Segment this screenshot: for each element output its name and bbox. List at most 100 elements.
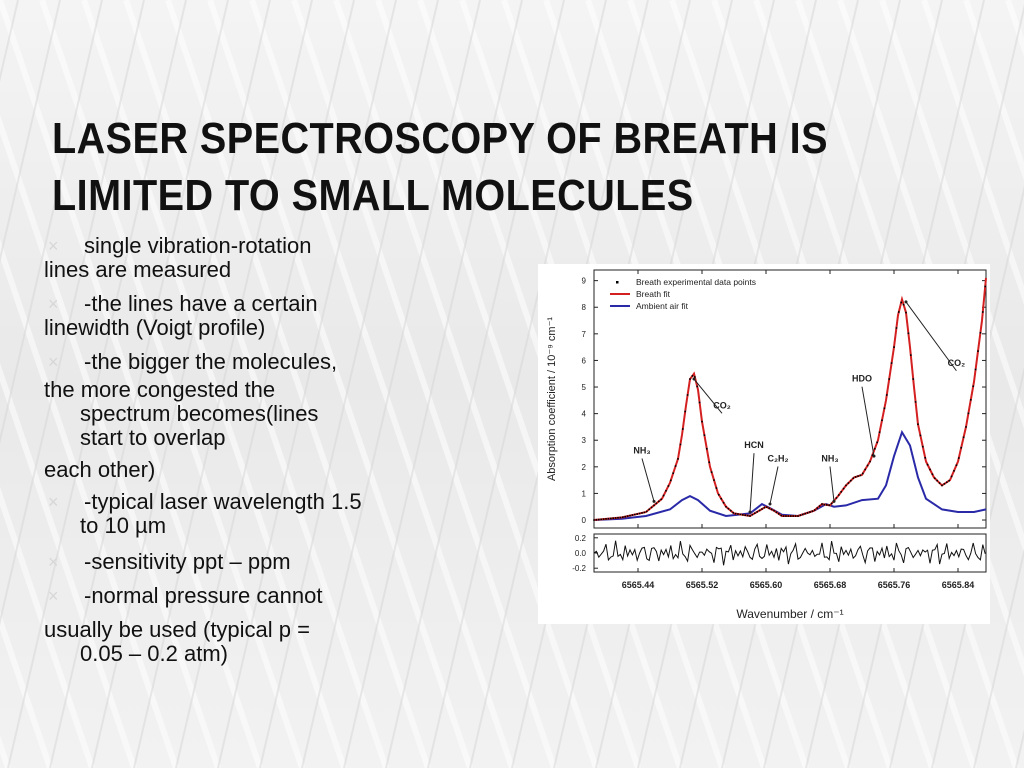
data-point [938, 482, 941, 484]
data-point [677, 458, 679, 460]
annotation-label: CO₂ [713, 400, 731, 410]
data-point [977, 350, 979, 352]
data-point [619, 516, 622, 519]
data-point [876, 441, 878, 444]
y-tick-label: 5 [582, 383, 587, 392]
data-point [826, 504, 828, 506]
background-streak [0, 610, 53, 768]
data-point [943, 483, 946, 485]
data-point [934, 477, 936, 480]
y-tick-label: 0 [582, 516, 587, 525]
data-point [694, 376, 696, 378]
bullet-text: -the lines have a certain [84, 291, 318, 316]
data-point [698, 401, 701, 404]
data-point [878, 431, 881, 434]
data-point [926, 463, 929, 466]
data-point [595, 518, 598, 521]
data-point [691, 375, 694, 377]
data-point [917, 423, 919, 426]
slide-title: LASER SPECTROSCOPY OF BREATH IS LIMITED … [52, 110, 862, 224]
data-point [720, 497, 722, 500]
bullet-item: × -sensitivity ppt – ppm [44, 550, 464, 574]
data-point [766, 506, 768, 508]
data-point [931, 473, 934, 476]
background-streak [207, 0, 473, 768]
data-point [672, 472, 674, 475]
background-streak [963, 0, 1024, 181]
data-point [871, 454, 874, 456]
background-streak [0, 0, 61, 264]
data-point [739, 513, 742, 516]
data-point [696, 385, 698, 388]
data-point [708, 461, 710, 464]
bullet-continuation: the more congested the [44, 377, 276, 402]
bullet-continuation: lines are measured [44, 257, 232, 282]
data-point [763, 506, 766, 509]
data-point [809, 511, 811, 513]
bullet-continuation: usually be used (typical p = [44, 617, 310, 642]
data-point [665, 489, 667, 492]
data-point [924, 456, 926, 459]
bullet-continuation: to 10 µm [80, 513, 167, 538]
y-tick-label: 4 [582, 410, 587, 419]
data-point [775, 511, 778, 514]
y-tick-label: 1 [582, 489, 587, 498]
background-streak [0, 0, 145, 626]
data-point [797, 515, 799, 517]
data-point [982, 311, 984, 313]
data-point [864, 468, 866, 471]
y-tick-label: 9 [582, 277, 587, 286]
data-point [643, 511, 646, 514]
bullet-x-icon: × [48, 552, 59, 572]
data-point [960, 446, 962, 449]
data-point [854, 476, 857, 478]
data-point [818, 505, 821, 507]
data-point [888, 378, 890, 380]
ambient-air-fit-line [593, 429, 987, 521]
data-point [862, 472, 864, 475]
data-point [821, 503, 823, 505]
data-point [638, 512, 641, 515]
background-streak [375, 0, 641, 768]
annotation-arrow-head [832, 499, 836, 503]
data-point [650, 506, 653, 509]
background-streak [39, 0, 305, 768]
bullet-text: -typical laser wavelength 1.5 [84, 489, 362, 514]
background-streak [921, 0, 1024, 305]
y-tick-label: 7 [582, 330, 587, 339]
data-point [804, 512, 806, 515]
data-point [778, 513, 780, 515]
data-point [770, 508, 773, 511]
data-point [737, 513, 739, 515]
legend-label-data-points: Breath experimental data points [636, 277, 756, 287]
annotation-label: HDO [852, 374, 872, 384]
data-point [912, 378, 914, 380]
data-point [898, 311, 900, 313]
data-point [706, 447, 708, 450]
data-point [936, 479, 938, 482]
data-point [686, 394, 689, 396]
background-streak [931, 366, 1024, 768]
data-point [679, 443, 682, 446]
data-point [622, 516, 624, 518]
breath-fit-line [593, 277, 987, 521]
data-point [725, 505, 727, 508]
data-point [658, 500, 660, 503]
annotation-arrow [769, 466, 779, 505]
data-point [962, 436, 965, 439]
annotation-arrow-head [692, 377, 696, 381]
bullet-continuation: 0.05 – 0.2 atm) [80, 641, 228, 666]
annotation-label: HCN [744, 440, 764, 450]
data-point [835, 497, 838, 499]
y-tick-label: 3 [582, 436, 587, 445]
background-streak [385, 0, 565, 768]
annotation-arrow [861, 386, 875, 457]
bullet-text: single vibration-rotation [84, 233, 312, 258]
data-point [893, 346, 895, 348]
data-point [722, 501, 725, 504]
data-point [600, 518, 602, 521]
data-point [790, 515, 792, 517]
data-point [838, 494, 840, 496]
y-tick-label: 6 [582, 356, 587, 365]
annotation-label: C₂H₂ [768, 454, 789, 464]
